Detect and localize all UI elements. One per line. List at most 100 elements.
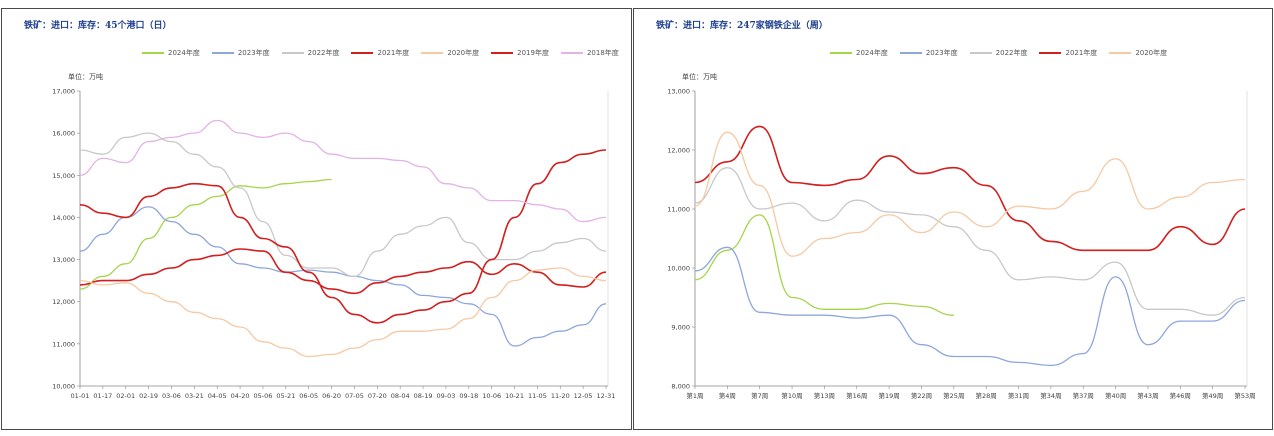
legend-label: 2023年度 <box>237 49 270 57</box>
x-tick-label: 第31周 <box>1008 391 1029 400</box>
x-tick-label: 05-21 <box>276 392 295 400</box>
x-tick-label: 01-01 <box>71 392 90 400</box>
series-line-2023年度 <box>694 246 1246 367</box>
y-tick-label: 13,000 <box>52 256 75 264</box>
legend-swatch <box>211 52 234 54</box>
chart-panel-steel-mill-inventory: 铁矿：进口：库存：247家钢铁企业（周） 2024年度 2023年度 2022年度 2… <box>633 8 1273 430</box>
x-tick-label: 第37周 <box>1073 391 1094 400</box>
series-line-2018年度 <box>79 119 607 223</box>
x-tick-label: 10-06 <box>482 392 501 400</box>
y-tick-label: 15,000 <box>52 172 75 180</box>
legend-label: 2024年度 <box>856 49 888 57</box>
y-tick-label: 13,000 <box>667 88 690 96</box>
legend-item[interactable]: 2020年度 <box>421 48 479 58</box>
x-tick-label: 07-05 <box>345 392 364 400</box>
y-tick-label: 11,000 <box>667 206 690 214</box>
y-tick-label: 16,000 <box>52 130 75 138</box>
x-tick-label: 第16周 <box>846 391 867 400</box>
x-tick-label: 04-05 <box>208 392 227 400</box>
legend-swatch <box>351 52 374 54</box>
x-tick-label: 02-01 <box>116 392 135 400</box>
series-line-2021年度 <box>694 125 1246 252</box>
legend-item[interactable]: 2022年度 <box>281 48 340 58</box>
x-tick-label: 第43周 <box>1137 391 1158 400</box>
series-line-2022年度 <box>694 167 1246 316</box>
series-line-2019年度 <box>79 149 607 324</box>
y-tick-label: 9,000 <box>671 324 690 332</box>
legend-label: 2020年度 <box>447 49 480 57</box>
legend-label: 2021年度 <box>377 49 410 57</box>
y-tick-label: 11,000 <box>52 340 75 348</box>
legend-label: 2023年度 <box>925 49 958 57</box>
y-tick-label: 10,000 <box>667 265 690 273</box>
y-tick-label: 12,000 <box>52 298 75 306</box>
legend-item[interactable]: 2023年度 <box>899 48 958 58</box>
legend-label: 2021年度 <box>1065 49 1098 57</box>
series-line-2020年度 <box>694 131 1246 257</box>
legend-label: 2019年度 <box>517 49 549 57</box>
legend-item[interactable]: 2024年度 <box>830 48 888 58</box>
x-tick-label: 第46周 <box>1170 391 1191 400</box>
x-tick-label: 03-21 <box>185 392 204 400</box>
x-tick-label: 第49周 <box>1202 391 1223 400</box>
x-tick-label: 06-05 <box>299 392 318 400</box>
x-tick-label: 06-20 <box>322 392 341 400</box>
legend-label: 2024年度 <box>168 49 200 57</box>
y-tick-label: 14,000 <box>52 214 75 222</box>
unit-label: 单位：万吨 <box>682 73 717 81</box>
x-tick-label: 12-31 <box>597 392 616 400</box>
series-line-2021年度 <box>79 248 607 295</box>
legend-swatch <box>1109 52 1132 54</box>
legend-swatch <box>1039 52 1062 54</box>
legend-item[interactable]: 2023年度 <box>211 48 270 58</box>
x-tick-label: 第28周 <box>976 391 997 400</box>
x-tick-label: 07-20 <box>368 392 387 400</box>
legend-item[interactable]: 2019年度 <box>491 48 549 58</box>
y-tick-label: 10,000 <box>52 383 75 391</box>
legend-label: 2022年度 <box>307 49 340 57</box>
series-line-2024年度 <box>694 214 954 316</box>
x-tick-label: 第4周 <box>719 391 736 400</box>
y-tick-label: 12,000 <box>667 147 690 155</box>
series-line-2022年度 <box>79 132 607 278</box>
legend: 2024年度 2023年度 2022年度 2021年度 2020年度 <box>830 48 1167 58</box>
x-tick-label: 10-21 <box>505 392 524 400</box>
legend-label: 2018年度 <box>586 49 619 57</box>
x-tick-label: 01-17 <box>93 392 112 400</box>
legend-swatch <box>421 52 444 54</box>
x-tick-label: 03-06 <box>162 392 181 400</box>
legend-item[interactable]: 2018年度 <box>560 48 619 58</box>
legend-item[interactable]: 2020年度 <box>1109 48 1167 58</box>
x-tick-label: 05-06 <box>254 392 273 400</box>
chart-panel-port-inventory: 铁矿：进口：库存：45个港口（日） 2024年度 2023年度 2022年度 2021… <box>1 8 632 430</box>
series-line-2024年度 <box>79 178 332 290</box>
x-tick-label: 02-19 <box>139 392 158 400</box>
x-tick-label: 08-19 <box>414 392 433 400</box>
legend-item[interactable]: 2024年度 <box>142 48 200 58</box>
legend-item[interactable]: 2022年度 <box>969 48 1028 58</box>
legend-swatch <box>281 52 304 54</box>
x-tick-label: 09-03 <box>436 392 455 400</box>
x-tick-label: 11-05 <box>528 392 547 400</box>
legend-item[interactable]: 2021年度 <box>1039 48 1097 58</box>
legend-label: 2022年度 <box>995 49 1028 57</box>
x-tick-label: 第53周 <box>1234 391 1255 400</box>
x-tick-label: 09-18 <box>459 392 478 400</box>
legend-label: 2020年度 <box>1135 49 1168 57</box>
line-chart-port-inventory: 10,000 11,000 12,000 13,000 14,000 15,000 16,0… <box>52 88 616 401</box>
legend-item[interactable]: 2021年度 <box>351 48 409 58</box>
x-tick-label: 第19周 <box>878 391 899 400</box>
x-tick-label: 第13周 <box>814 391 835 400</box>
x-tick-label: 第22周 <box>911 391 932 400</box>
x-tick-label: 第34周 <box>1040 391 1061 400</box>
line-chart-steel-mill-inventory: 8,000 9,000 10,000 11,000 12,000 13,000 第1周 第4周… <box>667 88 1255 401</box>
legend-swatch <box>969 52 992 54</box>
x-tick-label: 04-20 <box>231 392 250 400</box>
x-tick-label: 12-05 <box>574 392 593 400</box>
legend-swatch <box>899 52 922 54</box>
x-tick-label: 第25周 <box>943 391 964 400</box>
x-tick-label: 08-04 <box>391 392 410 400</box>
series-line-2023年度 <box>79 206 607 347</box>
x-tick-label: 第10周 <box>781 391 802 400</box>
y-tick-label: 8,000 <box>671 383 690 391</box>
